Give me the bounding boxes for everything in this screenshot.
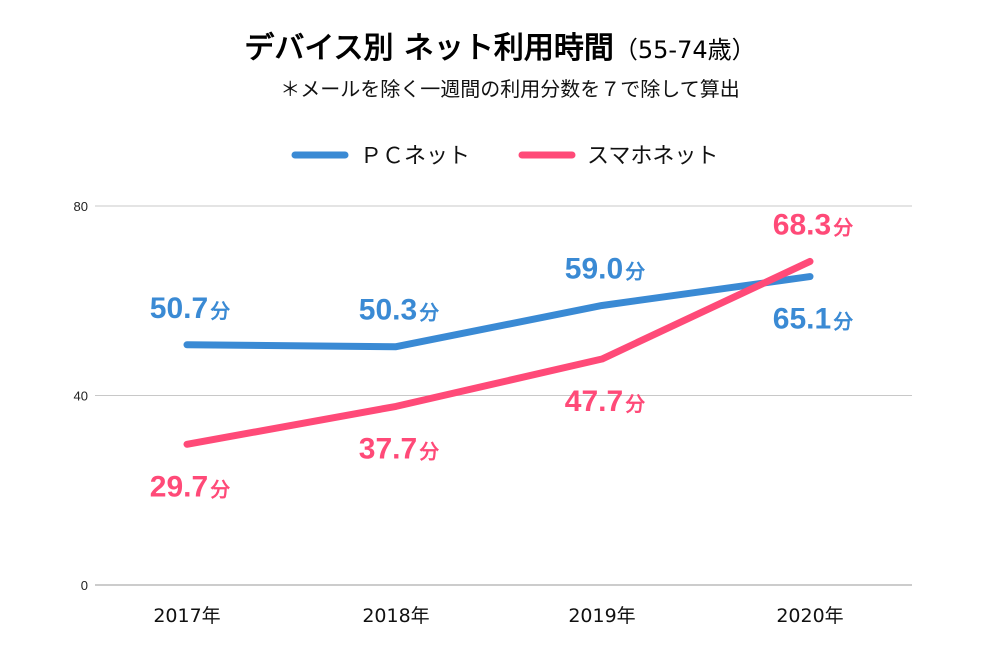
data-label: 65.1 分 — [773, 303, 853, 336]
data-label: 68.3 分 — [773, 208, 853, 241]
y-tick-label: 40 — [74, 389, 88, 404]
data-labels: 50.7 分 50.3 分 59.0 分 65.1 分 29.7 分 37.7 分 47.7 分 68.3 分 — [150, 208, 853, 503]
x-tick-label: 2017年 — [153, 605, 220, 627]
x-tick-label: 2018年 — [362, 605, 429, 627]
legend-label: スマホネット — [587, 144, 718, 169]
y-tick-label: 80 — [74, 199, 88, 214]
series-lines — [183, 257, 814, 448]
data-label: 50.3 分 — [359, 294, 439, 327]
legend: ＰＣネット スマホネット — [291, 144, 718, 169]
y-tick-label: 0 — [81, 578, 88, 593]
legend-item: ＰＣネット — [291, 144, 470, 169]
x-tick-label: 2020年 — [776, 605, 843, 627]
data-label: 59.0 分 — [565, 252, 645, 285]
series-line — [183, 273, 814, 351]
data-label: 37.7 分 — [359, 432, 439, 465]
legend-label: ＰＣネット — [360, 144, 470, 169]
series-line — [183, 257, 814, 448]
chart-subtitle: ＊メールを除く一週間の利用分数を７で除して算出 — [280, 77, 739, 101]
gridlines: 0 40 80 2017年 2018年 2019年 2020年 — [74, 199, 912, 627]
data-label: 29.7 分 — [150, 470, 230, 503]
data-label: 47.7 分 — [565, 385, 645, 418]
x-tick-label: 2019年 — [568, 605, 635, 627]
chart-title: デバイス別 ネット利用時間（55-74歳） — [244, 31, 755, 66]
legend-item: スマホネット — [518, 144, 718, 169]
data-label: 50.7 分 — [150, 292, 230, 325]
